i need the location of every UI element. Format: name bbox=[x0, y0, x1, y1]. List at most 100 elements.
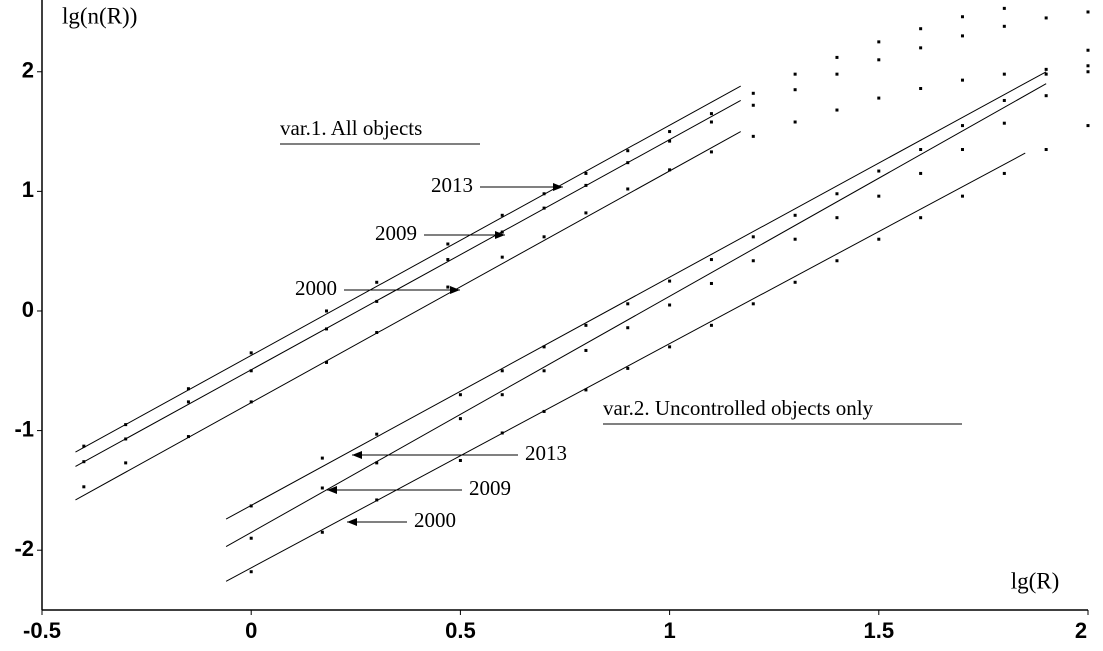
point bbox=[1044, 148, 1048, 152]
point bbox=[1044, 67, 1048, 71]
point bbox=[835, 216, 839, 220]
point bbox=[626, 187, 630, 191]
x-axis-label: lg(R) bbox=[1011, 568, 1060, 593]
series-label: 2009 bbox=[375, 221, 417, 245]
point bbox=[960, 78, 964, 82]
point bbox=[584, 348, 588, 352]
point bbox=[320, 456, 324, 460]
point bbox=[375, 299, 379, 303]
point bbox=[375, 432, 379, 436]
point bbox=[82, 460, 86, 464]
point bbox=[919, 216, 923, 220]
point bbox=[249, 351, 253, 355]
y-tick-label: 2 bbox=[22, 58, 34, 83]
fit-line bbox=[225, 83, 1047, 548]
point bbox=[1086, 70, 1090, 74]
point bbox=[877, 40, 881, 44]
point bbox=[668, 168, 672, 172]
point bbox=[919, 46, 923, 50]
point bbox=[446, 285, 450, 289]
point bbox=[793, 280, 797, 284]
point bbox=[584, 388, 588, 392]
point bbox=[709, 120, 713, 124]
point bbox=[877, 58, 881, 62]
point bbox=[626, 161, 630, 165]
fit-line bbox=[75, 131, 741, 501]
point bbox=[375, 461, 379, 465]
point bbox=[835, 72, 839, 76]
point bbox=[668, 279, 672, 283]
point bbox=[877, 169, 881, 173]
point bbox=[751, 91, 755, 95]
point bbox=[1002, 121, 1006, 125]
point bbox=[320, 486, 324, 490]
point bbox=[1002, 171, 1006, 175]
point bbox=[375, 498, 379, 502]
point bbox=[709, 112, 713, 116]
point bbox=[1044, 16, 1048, 20]
fit-line bbox=[225, 152, 1026, 582]
point bbox=[626, 149, 630, 153]
point bbox=[1086, 124, 1090, 128]
point bbox=[584, 183, 588, 187]
point bbox=[960, 194, 964, 198]
point bbox=[1086, 48, 1090, 52]
point bbox=[709, 323, 713, 327]
point bbox=[320, 530, 324, 534]
point bbox=[458, 417, 462, 421]
x-tick-label: 1.5 bbox=[864, 618, 895, 643]
point bbox=[584, 211, 588, 215]
point bbox=[1002, 98, 1006, 102]
x-tick-label: 0.5 bbox=[445, 618, 476, 643]
fit-line bbox=[75, 85, 741, 453]
fit-line bbox=[75, 100, 741, 467]
point bbox=[751, 259, 755, 263]
point bbox=[186, 387, 190, 391]
point bbox=[1002, 6, 1006, 10]
point bbox=[1044, 72, 1048, 76]
point bbox=[249, 570, 253, 574]
point bbox=[249, 504, 253, 508]
point bbox=[626, 366, 630, 370]
point bbox=[960, 34, 964, 38]
y-tick-label: -2 bbox=[14, 536, 34, 561]
series-label: 2000 bbox=[295, 276, 337, 300]
point bbox=[668, 130, 672, 134]
point bbox=[626, 302, 630, 306]
point bbox=[500, 393, 504, 397]
point bbox=[709, 281, 713, 285]
point bbox=[668, 139, 672, 143]
point bbox=[877, 237, 881, 241]
point bbox=[751, 235, 755, 239]
point bbox=[458, 393, 462, 397]
point bbox=[446, 258, 450, 262]
point bbox=[835, 108, 839, 112]
series-label: 2013 bbox=[431, 173, 473, 197]
point bbox=[584, 171, 588, 175]
point bbox=[877, 194, 881, 198]
point bbox=[375, 331, 379, 335]
point bbox=[793, 213, 797, 217]
point bbox=[542, 206, 546, 210]
y-tick-label: 0 bbox=[22, 297, 34, 322]
point bbox=[500, 369, 504, 373]
point bbox=[793, 120, 797, 124]
x-tick-label: -0.5 bbox=[23, 618, 61, 643]
point bbox=[500, 230, 504, 234]
annotation: var.2. Uncontrolled objects only bbox=[603, 396, 874, 420]
point bbox=[584, 323, 588, 327]
point bbox=[709, 258, 713, 262]
point bbox=[500, 213, 504, 217]
point bbox=[960, 124, 964, 128]
point bbox=[124, 461, 128, 465]
point bbox=[919, 171, 923, 175]
point bbox=[249, 536, 253, 540]
point bbox=[458, 458, 462, 462]
point bbox=[249, 400, 253, 404]
point bbox=[709, 150, 713, 154]
x-tick-label: 0 bbox=[245, 618, 257, 643]
point bbox=[668, 345, 672, 349]
point bbox=[542, 369, 546, 373]
point bbox=[835, 259, 839, 263]
